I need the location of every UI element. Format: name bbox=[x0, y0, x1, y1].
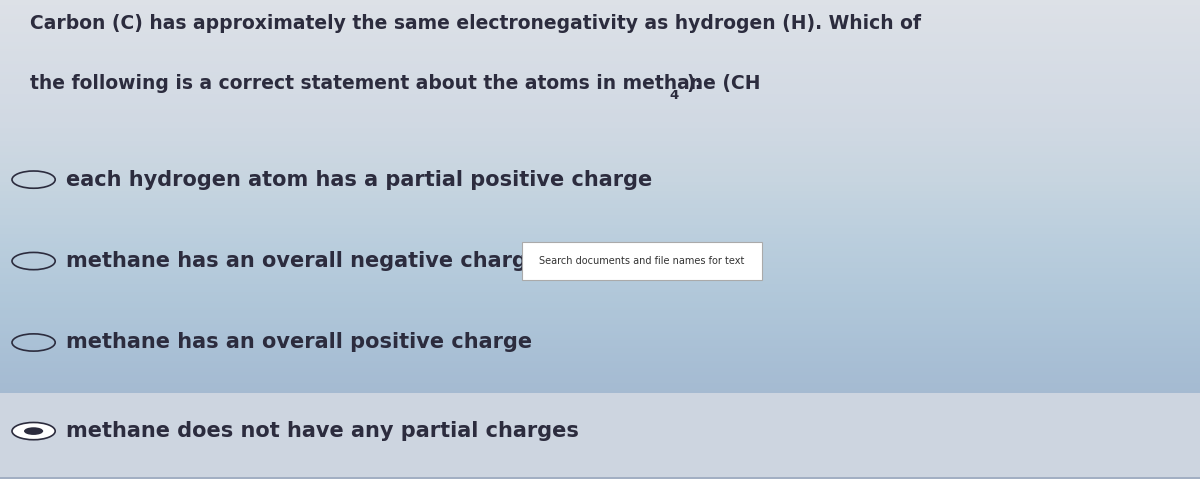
Circle shape bbox=[12, 422, 55, 440]
Text: each hydrogen atom has a partial positive charge: each hydrogen atom has a partial positiv… bbox=[66, 170, 653, 190]
Text: Carbon (C) has approximately the same electronegativity as hydrogen (H). Which o: Carbon (C) has approximately the same el… bbox=[30, 14, 922, 34]
Text: ):: ): bbox=[686, 74, 702, 93]
Text: the following is a correct statement about the atoms in methane (CH: the following is a correct statement abo… bbox=[30, 74, 761, 93]
Text: methane has an overall negative charge: methane has an overall negative charge bbox=[66, 251, 541, 271]
Text: methane does not have any partial charges: methane does not have any partial charge… bbox=[66, 421, 578, 441]
FancyBboxPatch shape bbox=[0, 393, 1200, 477]
FancyBboxPatch shape bbox=[522, 242, 762, 280]
Text: Search documents and file names for text: Search documents and file names for text bbox=[539, 256, 745, 266]
Circle shape bbox=[24, 427, 43, 435]
Text: methane has an overall positive charge: methane has an overall positive charge bbox=[66, 332, 532, 353]
Text: 4: 4 bbox=[670, 89, 679, 102]
